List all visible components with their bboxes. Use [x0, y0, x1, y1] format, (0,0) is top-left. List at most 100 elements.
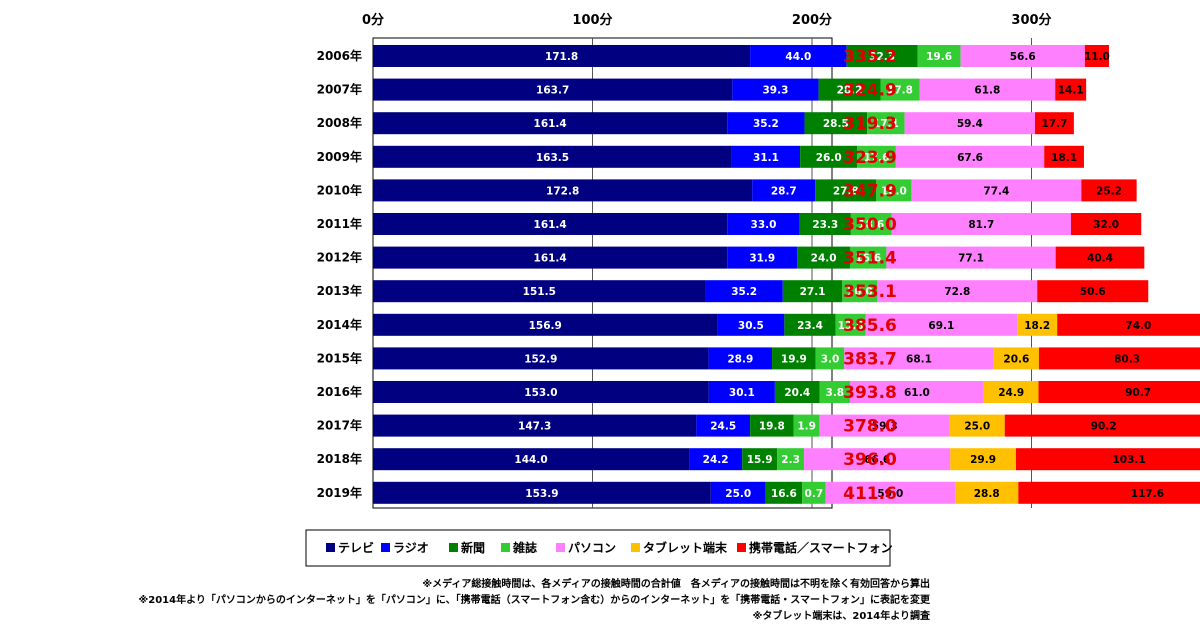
segment-value-label: 28.5: [823, 118, 849, 130]
bar-segment: [886, 246, 1056, 269]
year-label: 2015年: [317, 350, 362, 365]
bar-segment: [373, 448, 690, 471]
year-label: 2018年: [317, 451, 362, 466]
bar-segment: [782, 280, 843, 303]
bar-segment: [877, 280, 1038, 303]
segment-value-label: 152.9: [524, 353, 557, 365]
bar-segment: [950, 448, 1016, 471]
segment-value-label: 27.8: [833, 185, 859, 197]
total-value-label: 385.6: [843, 316, 897, 336]
bar-segment: [772, 347, 816, 370]
segment-value-label: 31.1: [753, 152, 779, 164]
bar-segment: [1081, 179, 1137, 202]
segment-value-label: 25.0: [964, 421, 990, 433]
segment-value-label: 15.9: [747, 454, 773, 466]
year-label: 2014年: [317, 317, 362, 332]
segment-value-label: 28.2: [837, 85, 863, 97]
bar-segment: [1071, 213, 1142, 235]
bar-segment: [731, 145, 801, 168]
legend-box: [305, 529, 891, 567]
year-label: 2019年: [317, 485, 362, 500]
segment-value-label: 56.6: [1010, 51, 1036, 63]
segment-value-label: 17.8: [887, 85, 913, 97]
segment-value-label: 24.0: [811, 253, 837, 265]
bar-segment: [857, 145, 896, 168]
bar-segment: [895, 145, 1045, 168]
segment-value-label: 161.4: [534, 219, 567, 231]
bar-segment: [825, 481, 956, 504]
bar-segment: [373, 179, 753, 202]
bar-segment: [835, 313, 866, 336]
bar-segment: [802, 481, 826, 504]
segment-value-label: 14.1: [1058, 85, 1084, 97]
total-value-label: 353.1: [843, 282, 897, 302]
legend-entry-label: 携帯電話／スマートフォン: [749, 540, 893, 555]
segment-value-label: 153.0: [524, 387, 557, 399]
segment-value-label: 23.4: [797, 320, 823, 332]
bar-segment: [818, 78, 881, 101]
bar-segment: [373, 246, 728, 269]
bar-segment: [1057, 313, 1200, 336]
bar-segment: [373, 145, 732, 168]
bar-segment: [891, 213, 1072, 235]
segment-value-label: 2.3: [781, 454, 800, 466]
segment-value-label: 161.4: [534, 118, 567, 130]
bar-segment: [1004, 414, 1200, 437]
year-label: 2012年: [317, 250, 362, 265]
legend-swatch: [449, 543, 458, 552]
legend-entry-label: 雑誌: [512, 540, 537, 555]
bar-segment: [1017, 313, 1058, 336]
bar-segment: [710, 481, 766, 504]
bar-segment: [876, 179, 912, 202]
segment-value-label: 161.4: [534, 253, 567, 265]
bar-segment: [917, 45, 961, 67]
year-label: 2008年: [317, 115, 362, 130]
legend-entry-label: パソコン: [568, 541, 616, 555]
bar-segment: [727, 246, 798, 269]
bar-segment: [1055, 246, 1145, 269]
segment-value-label: 31.9: [749, 253, 775, 265]
segment-value-label: 20.6: [1003, 353, 1029, 365]
bar-segment: [784, 313, 836, 336]
bar-segment: [819, 414, 950, 437]
year-label: 2006年: [317, 48, 362, 63]
total-value-label: 350.0: [843, 215, 897, 235]
total-value-label: 383.7: [843, 349, 897, 369]
bar-segment: [1035, 112, 1074, 135]
segment-value-label: 29.9: [970, 454, 996, 466]
segment-value-label: 103.1: [1112, 454, 1145, 466]
bar-segment: [373, 45, 751, 67]
segment-value-label: 30.5: [738, 320, 764, 332]
segment-value-label: 19.9: [781, 353, 807, 365]
total-value-label: 335.2: [843, 47, 897, 67]
segment-value-label: 26.0: [816, 152, 842, 164]
segment-value-label: 61.8: [974, 85, 1000, 97]
total-value-label: 351.4: [843, 249, 897, 269]
bar-segment: [750, 414, 794, 437]
bar-segment: [708, 347, 773, 370]
plot-frame: [372, 37, 833, 509]
segment-value-label: 0.7: [805, 488, 824, 500]
segment-value-label: 33.0: [751, 219, 777, 231]
bar-segment: [727, 213, 800, 235]
segment-value-label: 20.4: [784, 387, 810, 399]
bar-segment: [880, 78, 920, 101]
segment-value-label: 67.6: [957, 152, 983, 164]
bar-segment: [373, 78, 733, 101]
segment-value-label: 163.5: [536, 152, 569, 164]
segment-value-label: 24.5: [710, 421, 736, 433]
bar-segment: [708, 381, 775, 403]
segment-value-label: 16.0: [847, 286, 873, 298]
total-value-label: 393.8: [843, 383, 897, 403]
legend-entry-label: タブレット端末: [643, 540, 728, 555]
bar-segment: [1044, 145, 1084, 168]
note-tablet: ※タブレット端末は、2014年より調査: [752, 611, 930, 622]
bar-segment: [732, 78, 819, 101]
note-total-time: ※メディア総接触時間は、各メディアの接触時間の合計値 各メディアの接触時間は不明…: [422, 579, 930, 590]
segment-value-label: 59.0: [877, 488, 903, 500]
x-tick-label-100: 100分: [572, 12, 612, 28]
segment-value-label: 25.0: [725, 488, 751, 500]
segment-value-label: 147.3: [518, 421, 551, 433]
segment-value-label: 80.3: [1114, 353, 1140, 365]
bar-segment: [373, 414, 697, 437]
